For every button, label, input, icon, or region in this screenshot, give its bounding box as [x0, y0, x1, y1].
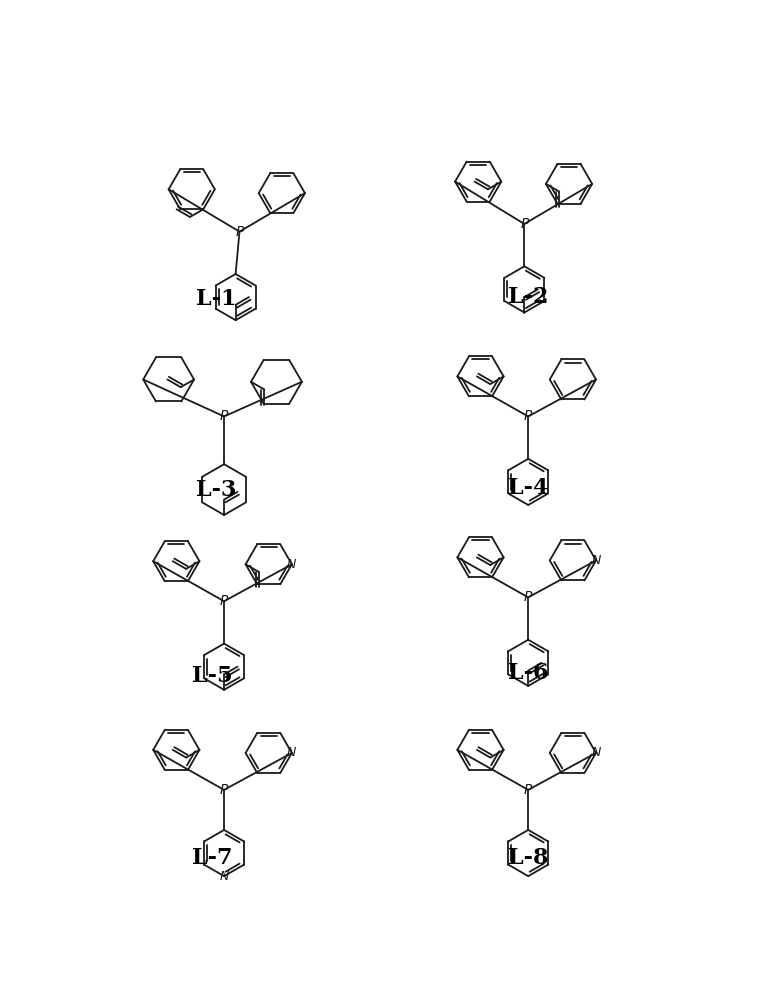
Text: P: P: [521, 217, 529, 231]
Text: P: P: [220, 783, 228, 797]
Text: L-2: L-2: [508, 286, 549, 308]
Text: P: P: [524, 590, 533, 604]
Text: L-6: L-6: [508, 662, 549, 684]
Text: L-1: L-1: [196, 288, 237, 310]
Text: P: P: [220, 594, 228, 608]
Text: L-8: L-8: [508, 847, 549, 869]
Text: L-5: L-5: [193, 665, 233, 687]
Text: N: N: [287, 746, 297, 759]
Text: P: P: [524, 409, 533, 423]
Text: N: N: [219, 870, 229, 883]
Text: N: N: [591, 746, 600, 759]
Text: P: P: [220, 409, 228, 423]
Text: P: P: [524, 783, 533, 797]
Text: L-3: L-3: [196, 479, 237, 501]
Text: L-7: L-7: [193, 847, 233, 869]
Text: N: N: [591, 554, 600, 567]
Text: L-4: L-4: [508, 477, 549, 499]
Text: P: P: [235, 225, 244, 239]
Text: N: N: [287, 558, 297, 571]
